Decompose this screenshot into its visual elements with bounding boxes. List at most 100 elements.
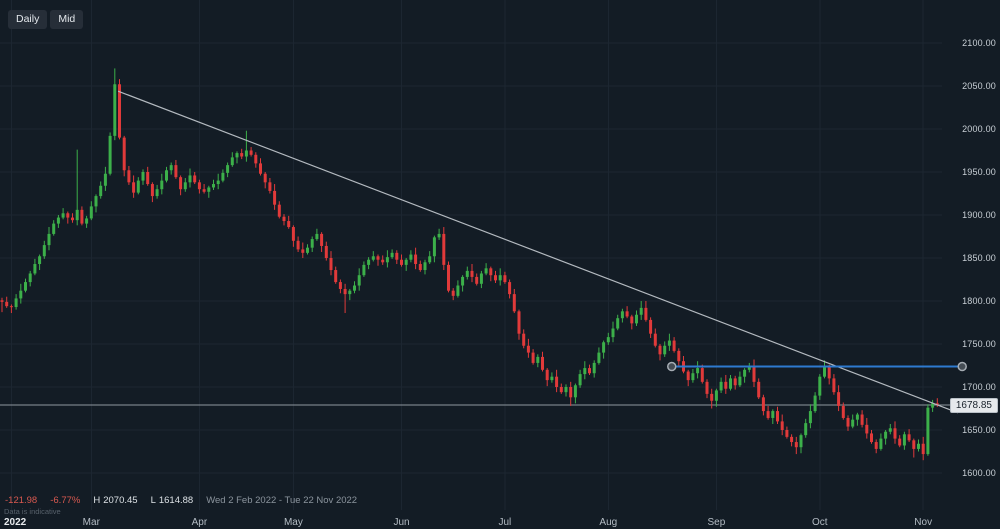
down-candle[interactable]: [66, 213, 70, 218]
up-candle[interactable]: [14, 298, 18, 308]
up-candle[interactable]: [611, 328, 615, 338]
up-candle[interactable]: [136, 180, 140, 193]
up-candle[interactable]: [639, 307, 643, 315]
down-candle[interactable]: [489, 268, 493, 276]
drawing-handle[interactable]: [667, 361, 677, 372]
up-candle[interactable]: [94, 196, 98, 207]
down-candle[interactable]: [893, 428, 897, 439]
down-candle[interactable]: [329, 258, 333, 271]
up-candle[interactable]: [729, 378, 732, 389]
up-candle[interactable]: [696, 368, 700, 374]
down-candle[interactable]: [376, 256, 380, 260]
up-candle[interactable]: [498, 275, 502, 281]
down-candle[interactable]: [644, 307, 648, 320]
down-candle[interactable]: [588, 368, 591, 374]
down-candle[interactable]: [522, 333, 526, 346]
up-candle[interactable]: [409, 254, 413, 260]
up-candle[interactable]: [385, 257, 389, 263]
down-candle[interactable]: [291, 227, 295, 241]
down-candle[interactable]: [508, 282, 512, 295]
down-candle[interactable]: [841, 405, 845, 418]
up-candle[interactable]: [371, 256, 375, 260]
up-candle[interactable]: [103, 173, 107, 186]
trendline-drawing[interactable]: [117, 90, 959, 414]
up-candle[interactable]: [108, 135, 112, 174]
down-candle[interactable]: [9, 306, 13, 308]
down-candle[interactable]: [197, 182, 201, 190]
up-candle[interactable]: [691, 373, 695, 381]
down-candle[interactable]: [846, 417, 850, 427]
up-candle[interactable]: [244, 150, 248, 157]
down-candle[interactable]: [545, 369, 549, 381]
down-candle[interactable]: [630, 316, 634, 324]
up-candle[interactable]: [771, 411, 775, 418]
up-candle[interactable]: [606, 337, 610, 343]
up-candle[interactable]: [99, 185, 103, 197]
down-candle[interactable]: [559, 387, 563, 393]
up-candle[interactable]: [24, 282, 27, 291]
up-candle[interactable]: [917, 443, 920, 449]
down-candle[interactable]: [752, 366, 756, 382]
up-candle[interactable]: [884, 431, 888, 439]
up-candle[interactable]: [823, 366, 826, 377]
up-candle[interactable]: [310, 239, 314, 248]
down-candle[interactable]: [569, 387, 573, 398]
down-candle[interactable]: [249, 150, 253, 155]
down-candle[interactable]: [395, 252, 399, 260]
down-candle[interactable]: [320, 233, 324, 246]
up-candle[interactable]: [212, 184, 215, 188]
up-candle[interactable]: [583, 368, 587, 375]
down-candle[interactable]: [898, 438, 902, 446]
down-candle[interactable]: [324, 245, 328, 258]
up-candle[interactable]: [169, 165, 173, 171]
up-candle[interactable]: [367, 259, 371, 265]
up-candle[interactable]: [362, 264, 366, 276]
down-candle[interactable]: [263, 173, 267, 183]
down-candle[interactable]: [447, 264, 450, 291]
down-candle[interactable]: [733, 378, 737, 386]
up-candle[interactable]: [597, 352, 601, 363]
up-candle[interactable]: [573, 385, 577, 398]
down-candle[interactable]: [150, 184, 154, 197]
down-candle[interactable]: [625, 311, 629, 317]
down-candle[interactable]: [677, 350, 681, 362]
up-candle[interactable]: [926, 407, 930, 455]
down-candle[interactable]: [287, 221, 291, 228]
up-candle[interactable]: [165, 170, 168, 181]
up-candle[interactable]: [578, 374, 582, 386]
up-candle[interactable]: [33, 264, 37, 274]
price-type-button[interactable]: Mid: [50, 10, 84, 29]
down-candle[interactable]: [874, 442, 878, 449]
down-candle[interactable]: [254, 154, 258, 164]
down-candle[interactable]: [202, 189, 206, 192]
down-candle[interactable]: [418, 264, 422, 271]
down-candle[interactable]: [132, 182, 136, 193]
up-candle[interactable]: [855, 414, 859, 420]
down-candle[interactable]: [146, 172, 150, 185]
down-candle[interactable]: [705, 381, 709, 394]
down-candle[interactable]: [71, 217, 74, 221]
up-candle[interactable]: [113, 84, 117, 136]
up-candle[interactable]: [75, 209, 79, 221]
up-candle[interactable]: [592, 362, 596, 374]
up-candle[interactable]: [635, 314, 638, 324]
up-candle[interactable]: [536, 356, 540, 363]
down-candle[interactable]: [503, 275, 507, 283]
up-candle[interactable]: [315, 233, 319, 240]
down-candle[interactable]: [240, 153, 244, 157]
up-candle[interactable]: [888, 428, 892, 432]
down-candle[interactable]: [268, 182, 272, 191]
down-candle[interactable]: [0, 300, 4, 302]
up-candle[interactable]: [804, 423, 808, 436]
down-candle[interactable]: [912, 440, 916, 449]
down-candle[interactable]: [827, 366, 831, 379]
down-candle[interactable]: [179, 177, 183, 190]
down-candle[interactable]: [80, 209, 84, 224]
down-candle[interactable]: [757, 381, 761, 398]
up-candle[interactable]: [808, 411, 812, 424]
down-candle[interactable]: [381, 259, 385, 263]
down-candle[interactable]: [776, 411, 779, 422]
down-candle[interactable]: [649, 319, 653, 334]
down-candle[interactable]: [343, 288, 347, 295]
